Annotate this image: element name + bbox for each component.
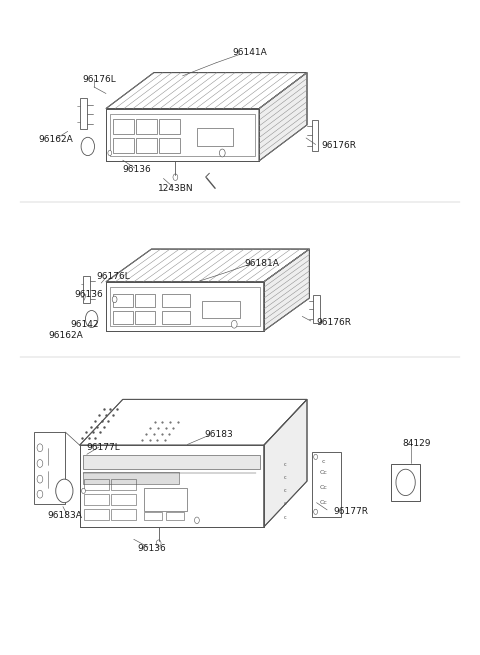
Bar [159,119,180,134]
Bar [80,98,87,130]
Bar [144,512,162,520]
Polygon shape [264,249,310,331]
Bar [110,114,255,156]
Text: c: c [284,476,287,480]
Text: Cc: Cc [320,500,328,505]
Polygon shape [80,445,264,527]
Bar [113,119,134,134]
Text: Cc: Cc [320,470,328,475]
Bar [135,294,156,307]
Circle shape [194,517,199,523]
Bar [111,479,136,490]
Bar [202,301,240,318]
Text: c: c [284,515,287,519]
Polygon shape [80,400,307,445]
Polygon shape [106,109,259,161]
Text: 96162A: 96162A [48,331,83,341]
Bar [162,311,190,324]
Circle shape [37,444,43,452]
Bar [84,494,109,505]
Text: 96141A: 96141A [232,48,267,58]
Polygon shape [106,282,264,331]
Circle shape [108,151,112,156]
Text: c: c [284,489,287,493]
Text: 96177R: 96177R [333,507,368,515]
Text: c: c [284,462,287,467]
Bar [144,487,187,510]
Bar [391,464,420,500]
Bar [111,494,136,505]
Bar [162,294,190,307]
Circle shape [85,310,98,328]
Circle shape [112,296,117,303]
Text: 96176L: 96176L [96,272,130,281]
Polygon shape [106,249,310,282]
Circle shape [37,490,43,498]
Bar [135,311,156,324]
Text: 96177L: 96177L [87,443,120,452]
Polygon shape [264,400,307,527]
Text: c: c [284,502,287,506]
Bar [84,509,109,520]
Circle shape [37,460,43,468]
Ellipse shape [396,469,415,496]
Circle shape [314,509,318,514]
Text: 96176R: 96176R [322,141,356,150]
Circle shape [173,174,178,180]
Bar [84,472,180,483]
Text: 96176R: 96176R [317,318,351,327]
Text: 96136: 96136 [137,544,166,553]
Text: 96181A: 96181A [244,259,279,268]
Bar [312,120,319,151]
Circle shape [156,540,161,546]
Bar [159,138,180,153]
Circle shape [314,455,318,460]
Text: 96142: 96142 [70,320,99,329]
Circle shape [81,138,95,156]
Bar [313,295,320,323]
Bar [136,119,157,134]
Bar [113,138,134,153]
Bar [197,128,233,147]
Text: Cc: Cc [320,485,328,490]
Circle shape [231,320,237,328]
Bar [83,276,90,303]
Text: 96183A: 96183A [48,511,83,519]
Bar [110,287,260,326]
Text: c: c [322,459,325,464]
Bar [312,452,341,517]
Text: 84129: 84129 [403,440,432,448]
Bar [136,138,157,153]
Text: 96176L: 96176L [82,75,116,84]
Text: 96136: 96136 [123,165,152,174]
Circle shape [56,479,73,502]
Text: 96162A: 96162A [38,136,73,144]
Circle shape [37,476,43,483]
Polygon shape [106,73,307,109]
Bar [84,455,260,470]
Bar [111,509,136,520]
Circle shape [82,488,85,493]
Polygon shape [259,73,307,161]
Bar [113,294,133,307]
Bar [84,479,109,490]
Bar [166,512,184,520]
Text: 1243BN: 1243BN [157,184,193,193]
Circle shape [219,149,225,157]
Text: 96183: 96183 [204,430,233,440]
Text: 96136: 96136 [75,290,104,299]
Bar [34,432,65,504]
Bar [113,311,133,324]
